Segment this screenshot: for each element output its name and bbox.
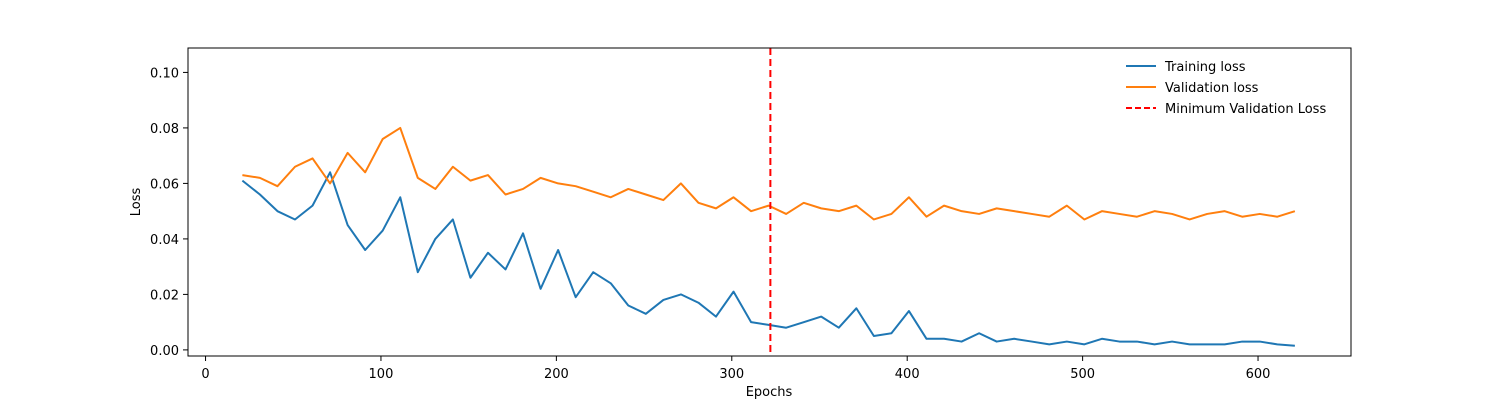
y-axis-ticks: 0.00 0.02 0.04 0.06 0.08 0.10 (150, 66, 188, 359)
series-line-training (241, 171, 1295, 347)
y-tick-label: 0.00 (150, 344, 179, 359)
y-tick-label: 0.04 (150, 233, 179, 248)
x-tick-label: 600 (1246, 367, 1271, 382)
y-tick-label: 0.02 (150, 288, 179, 303)
x-tick-label: 200 (544, 367, 569, 382)
y-tick-label: 0.08 (150, 122, 179, 137)
y-tick-label: 0.10 (150, 66, 179, 81)
legend: Training loss Validation loss Minimum Va… (1126, 60, 1326, 117)
legend-label-training: Training loss (1164, 60, 1246, 75)
plot-frame (187, 47, 1352, 357)
legend-label-validation: Validation loss (1165, 81, 1259, 96)
plot-lines (241, 48, 1296, 356)
y-axis-label: Loss (129, 188, 144, 217)
y-tick-label: 0.06 (150, 177, 179, 192)
x-axis-label: Epochs (746, 385, 793, 400)
legend-label-min-val: Minimum Validation Loss (1165, 102, 1326, 117)
x-tick-label: 300 (719, 367, 744, 382)
x-axis-ticks: 0 100 200 300 400 500 600 (201, 356, 1270, 382)
x-tick-label: 500 (1070, 367, 1095, 382)
series-line-validation (242, 126, 1296, 221)
x-tick-label: 400 (895, 367, 920, 382)
x-tick-label: 100 (369, 367, 394, 382)
x-tick-label: 0 (201, 367, 209, 382)
